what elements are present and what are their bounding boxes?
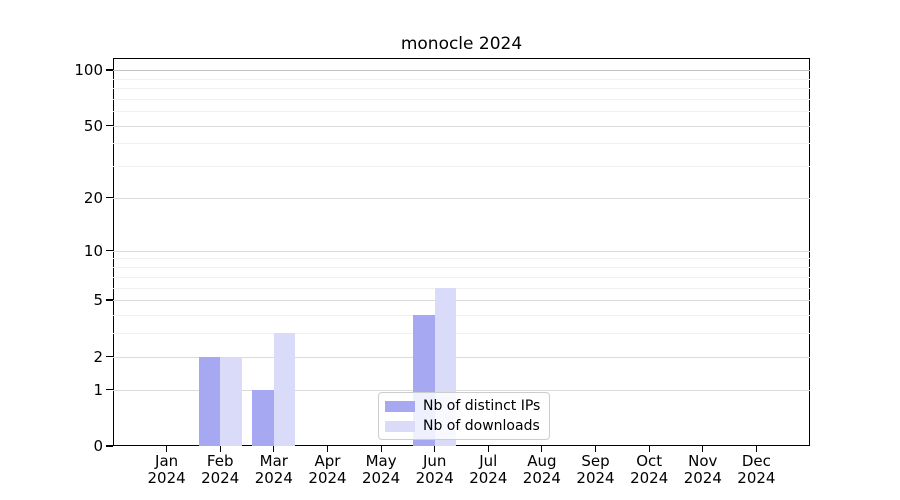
y-tick-label: 1 [93, 380, 103, 399]
x-tick-label: Apr 2024 [296, 453, 360, 487]
x-tick-mark [380, 446, 382, 452]
x-tick-mark [594, 446, 597, 452]
bar-distinct-ips [252, 389, 274, 446]
y-tick-mark [106, 125, 113, 127]
y-tick-mark [106, 299, 113, 301]
x-tick-month: Jan [155, 452, 179, 470]
gridline-major [113, 70, 810, 71]
x-tick-mark [755, 446, 757, 452]
legend-item-distinct-ips: Nb of distinct IPs [385, 398, 540, 414]
gridline-minor [113, 111, 810, 113]
x-tick-mark [702, 446, 704, 452]
x-tick-month: Aug [527, 452, 557, 470]
x-tick-month: Oct [636, 452, 663, 470]
x-tick-year: 2024 [362, 469, 401, 487]
gridline-major [113, 197, 810, 199]
legend-swatch-distinct-ips [385, 400, 415, 412]
gridline-minor [113, 88, 810, 89]
gridline-major [113, 300, 810, 301]
x-tick-month: Dec [741, 452, 771, 470]
x-tick-label: Jul 2024 [456, 453, 520, 487]
x-tick-label: Aug 2024 [510, 453, 574, 487]
gridline-major [113, 125, 810, 127]
y-tick-mark [106, 445, 113, 447]
x-tick-month: Jun [422, 452, 447, 470]
gridline-minor [113, 78, 810, 80]
bar-downloads [273, 333, 296, 446]
x-tick-month: May [365, 452, 397, 470]
x-tick-year: 2024 [415, 469, 454, 487]
x-tick-month: Jul [479, 452, 498, 470]
x-tick-mark [648, 446, 650, 452]
x-tick-label: Oct 2024 [617, 453, 681, 487]
x-tick-year: 2024 [147, 469, 186, 487]
y-tick-mark [106, 355, 113, 358]
gridline-minor [113, 287, 810, 289]
y-tick-mark [106, 250, 113, 252]
x-tick-label: Sep 2024 [564, 453, 628, 487]
x-tick-label: Nov 2024 [671, 453, 735, 487]
gridline-minor [113, 267, 810, 268]
gridline-minor [113, 276, 810, 278]
legend-label-distinct-ips: Nb of distinct IPs [423, 398, 541, 414]
y-tick-label: 10 [83, 241, 103, 260]
x-tick-month: Nov [688, 452, 718, 470]
chart-title: monocle 2024 [400, 34, 523, 54]
y-tick-label: 5 [93, 291, 103, 309]
x-tick-year: 2024 [737, 469, 776, 487]
x-tick-label: Feb 2024 [188, 453, 252, 487]
gridline-minor [113, 166, 810, 168]
x-tick-year: 2024 [576, 469, 615, 487]
y-tick-mark [106, 388, 113, 391]
gridline-major [113, 250, 810, 252]
x-tick-label: Jun 2024 [403, 453, 467, 487]
legend-swatch-downloads [385, 420, 415, 432]
gridline-major [113, 356, 810, 358]
x-tick-mark [541, 446, 543, 452]
legend-item-downloads: Nb of downloads [385, 418, 540, 434]
legend: Nb of distinct IPs Nb of downloads [378, 392, 551, 440]
gridline-minor [113, 98, 810, 100]
y-tick-mark [106, 69, 113, 71]
gridline-minor [113, 314, 810, 316]
gridline-minor [113, 333, 810, 335]
x-tick-year: 2024 [308, 469, 347, 487]
x-tick-year: 2024 [630, 469, 669, 487]
legend-label-downloads: Nb of downloads [423, 418, 540, 434]
y-tick-label: 20 [83, 188, 103, 207]
y-tick-label: 0 [93, 437, 103, 455]
x-tick-label: Mar 2024 [242, 453, 306, 487]
y-tick-label: 50 [83, 116, 103, 135]
x-tick-mark [434, 446, 436, 452]
x-tick-month: Feb [206, 452, 234, 470]
x-tick-mark [326, 446, 329, 452]
gridline-minor [113, 143, 810, 145]
x-tick-year: 2024 [201, 469, 240, 487]
y-tick-label: 100 [74, 61, 103, 79]
x-tick-year: 2024 [254, 469, 293, 487]
x-tick-month: Sep [581, 452, 610, 470]
x-tick-mark [273, 446, 275, 452]
y-tick-mark [106, 197, 113, 199]
x-tick-year: 2024 [683, 469, 722, 487]
x-tick-mark [487, 446, 489, 452]
x-tick-label: Dec 2024 [724, 453, 788, 487]
x-tick-year: 2024 [522, 469, 561, 487]
x-tick-month: Mar [259, 452, 288, 470]
x-tick-mark [166, 446, 168, 452]
x-tick-mark [219, 446, 221, 452]
gridline-major [113, 389, 810, 391]
gridline-minor [113, 258, 810, 260]
x-tick-label: May 2024 [349, 453, 413, 487]
y-tick-label: 2 [93, 347, 103, 366]
x-tick-year: 2024 [469, 469, 508, 487]
x-tick-label: Jan 2024 [135, 453, 199, 487]
bar-distinct-ips [198, 356, 221, 446]
x-tick-month: Apr [314, 452, 341, 470]
bar-downloads [220, 356, 242, 446]
